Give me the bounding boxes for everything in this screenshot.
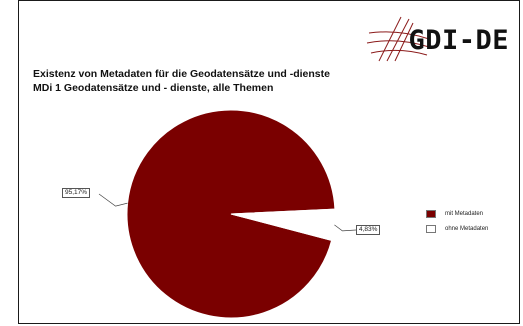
chart-title-block: Existenz von Metadaten für die Geodatens… <box>33 67 330 95</box>
logo-grid-icon <box>366 16 430 62</box>
legend-label-with-metadata: mit Metadaten <box>445 210 484 217</box>
data-label-with-metadata: 95,17% <box>62 188 91 198</box>
chart-subtitle: MDi 1 Geodatensätze und - dienste, alle … <box>33 82 274 94</box>
legend-item-without-metadata: ohne Metadaten <box>426 221 488 236</box>
legend-label-without-metadata: ohne Metadaten <box>445 225 489 232</box>
leader-line-without-metadata <box>334 224 357 232</box>
gdi-de-logo: GDI-DE <box>349 15 509 63</box>
chart-legend: mit Metadaten ohne Metadaten <box>426 206 488 236</box>
data-label-without-metadata: 4,83% <box>356 225 381 235</box>
pie-chart <box>98 109 357 319</box>
chart-frame: GDI-DE Existenz von Metadaten für die Ge… <box>18 0 520 324</box>
legend-swatch-without-metadata <box>426 224 436 233</box>
chart-title: Existenz von Metadaten für die Geodatens… <box>33 68 330 80</box>
leader-line-with-metadata <box>98 193 128 207</box>
legend-swatch-with-metadata <box>426 209 436 218</box>
logo-text: GDI-DE <box>408 25 509 56</box>
legend-item-with-metadata: mit Metadaten <box>426 206 488 221</box>
